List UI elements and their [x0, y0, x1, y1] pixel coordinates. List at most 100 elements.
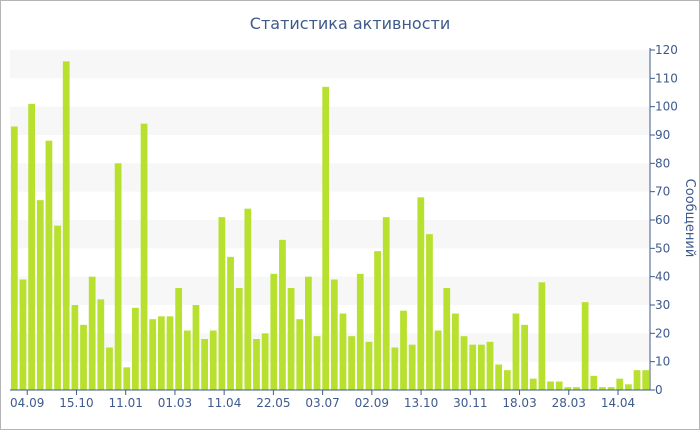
bar [183, 330, 191, 390]
bar [28, 103, 35, 390]
bar [443, 288, 451, 390]
bar [469, 344, 477, 390]
bar [512, 313, 520, 390]
bar [305, 276, 312, 390]
bar [244, 208, 252, 390]
y-tick-label: 60 [655, 213, 670, 227]
bar [417, 197, 425, 390]
x-tick-label: 11.01 [109, 396, 143, 410]
bar [287, 288, 295, 390]
y-tick-label: 10 [655, 355, 670, 369]
bar [296, 319, 304, 390]
bar [564, 387, 572, 390]
y-tick-label: 20 [655, 326, 670, 340]
bar [408, 344, 416, 390]
bars-group [10, 61, 650, 391]
x-tick-label: 30.11 [453, 396, 487, 410]
bar [201, 339, 208, 390]
bar [253, 339, 260, 390]
bar [218, 217, 226, 390]
y-tick-label: 50 [655, 241, 670, 255]
bar [616, 378, 624, 390]
x-tick-label: 28.03 [552, 396, 586, 410]
bar [426, 234, 433, 390]
bar [348, 336, 355, 390]
bar [356, 273, 364, 390]
bar [625, 384, 632, 390]
bar [19, 279, 27, 390]
grid-band [10, 106, 650, 135]
grid-band [10, 276, 650, 305]
y-tick-label: 70 [655, 185, 670, 199]
grid-band [10, 50, 650, 79]
bar [477, 344, 485, 390]
x-tick-label: 04.09 [10, 396, 44, 410]
bar [330, 279, 338, 390]
y-tick-label: 0 [655, 383, 663, 397]
bar [460, 336, 468, 390]
y-tick-label: 30 [655, 298, 670, 312]
grid-band [10, 333, 650, 362]
bar [538, 282, 546, 390]
bar [261, 333, 269, 390]
bar [235, 288, 243, 390]
bar [452, 313, 459, 390]
bar [391, 347, 399, 390]
bar [88, 276, 96, 390]
bar [97, 299, 105, 390]
x-tick-label: 15.10 [59, 396, 93, 410]
bar [503, 370, 511, 390]
bar [486, 341, 494, 390]
bar [166, 316, 174, 390]
x-tick-label: 03.07 [305, 396, 339, 410]
y-tick-label: 90 [655, 128, 670, 142]
bar [45, 140, 53, 390]
y-tick-label: 100 [655, 100, 678, 114]
bar [529, 378, 537, 390]
bar [573, 387, 580, 390]
bar [434, 330, 442, 390]
bar [279, 239, 286, 390]
bar [157, 316, 165, 390]
bar [322, 86, 330, 390]
grid-band [10, 163, 650, 192]
bar [192, 305, 200, 390]
bar [80, 324, 87, 390]
x-tick-label: 02.09 [355, 396, 389, 410]
grid-band [10, 220, 650, 249]
bar [374, 251, 381, 390]
y-tick-label: 110 [655, 71, 678, 85]
y-ticks-group: 0 10 20 30 40 50 60 70 80 90 100 110 120 [650, 43, 678, 397]
bar [339, 313, 347, 390]
bar [71, 305, 79, 390]
bar [36, 200, 44, 390]
bar [209, 330, 217, 390]
bar [581, 302, 589, 390]
bar [607, 387, 615, 390]
bar [114, 163, 122, 390]
x-ticks-group: 04.09 15.10 11.01 01.03 11.04 22.05 03.07 02.09… [10, 390, 635, 410]
x-tick-label: 13.10 [404, 396, 438, 410]
chart-title: Статистика активности [249, 14, 451, 33]
bar [547, 381, 554, 390]
bar [175, 288, 183, 390]
bar [227, 256, 234, 390]
bar [132, 307, 139, 390]
bar [521, 324, 528, 390]
bar [555, 381, 563, 390]
x-tick-label: 01.03 [158, 396, 192, 410]
y-axis-label: Сообщений [682, 179, 697, 258]
bar [365, 341, 373, 390]
x-tick-label: 14.04 [601, 396, 635, 410]
bar [633, 370, 641, 390]
bar [642, 370, 650, 390]
y-tick-label: 40 [655, 270, 670, 284]
bar [313, 336, 321, 390]
y-tick-label: 120 [655, 43, 678, 57]
bar [10, 126, 18, 390]
y-tick-label: 80 [655, 156, 670, 170]
bar [106, 347, 113, 390]
bar [382, 217, 390, 390]
bar [590, 375, 598, 390]
x-tick-label: 11.04 [207, 396, 241, 410]
